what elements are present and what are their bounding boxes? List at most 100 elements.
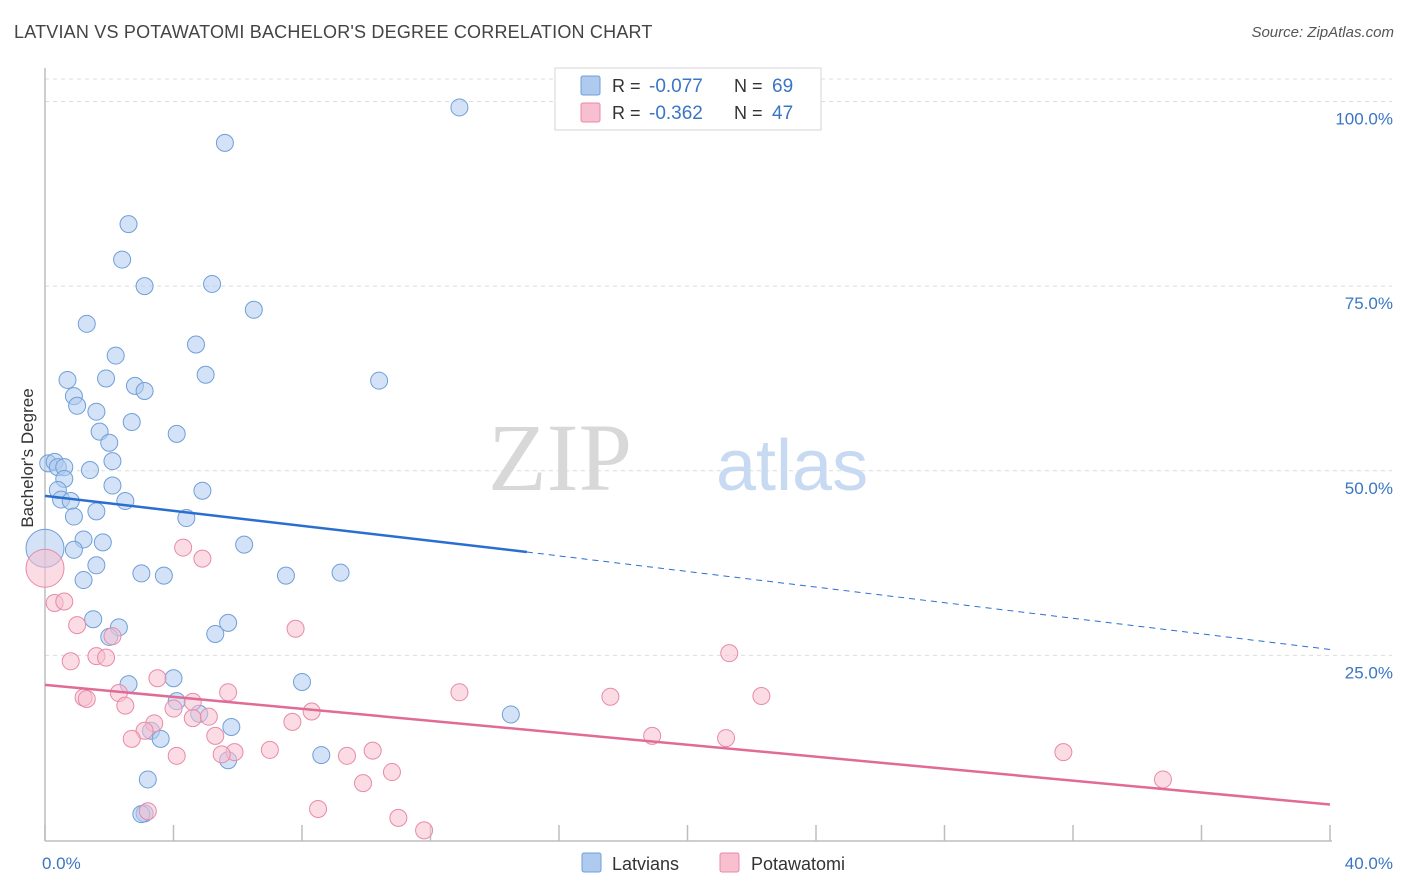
potawatomi-point-44 (138, 802, 157, 821)
legend-r-label-latvians: R = (612, 76, 641, 96)
potawatomi-point-41 (354, 774, 373, 793)
potawatomi-point-15 (601, 687, 620, 706)
potawatomi-point-46 (415, 821, 434, 840)
latvians-point-55 (293, 672, 311, 691)
trend-line-potawatomi (44, 683, 1331, 806)
latvians-point-4 (135, 277, 154, 296)
latvians-point-49 (84, 610, 103, 629)
trend-line-latvians-extension (526, 551, 1331, 650)
latvians-point-54 (164, 669, 183, 688)
potawatomi-point-39 (1054, 743, 1073, 762)
potawatomi-point-20 (183, 692, 202, 711)
potawatomi-point-33 (260, 740, 279, 759)
latvians-point-45 (154, 566, 173, 585)
potawatomi-point-42 (1153, 770, 1172, 789)
legend-box: R = -0.077 N = 69 R = -0.362 N = 47 (554, 67, 822, 131)
latvians-point-22 (100, 433, 119, 452)
potawatomi-point-4 (55, 592, 74, 611)
potawatomi-point-25 (199, 707, 218, 726)
latvians-point-37 (64, 507, 83, 526)
potawatomi-point-0 (25, 548, 65, 588)
series-latvians-points (25, 98, 520, 824)
latvians-point-46 (276, 566, 295, 585)
latvians-point-17 (68, 396, 87, 415)
latvians-point-63 (312, 746, 331, 765)
potawatomi-point-32 (122, 729, 141, 748)
potawatomi-point-5 (68, 616, 87, 635)
x-tick-label-max: 40.0% (1345, 854, 1393, 873)
potawatomi-point-22 (164, 699, 183, 718)
potawatomi-point-40 (382, 763, 401, 782)
potawatomi-point-14 (450, 683, 469, 702)
watermark-zip: ZIP (488, 404, 632, 511)
legend-r-value-latvians: -0.077 (649, 76, 703, 97)
series-potawatomi-points (25, 538, 1172, 840)
grid-layer (45, 78, 1392, 656)
latvians-point-6 (244, 300, 263, 319)
potawatomi-point-26 (283, 712, 302, 731)
latvians-point-18 (87, 402, 106, 421)
potawatomi-point-21 (116, 696, 135, 715)
chart-title: LATVIAN VS POTAWATOMI BACHELOR'S DEGREE … (14, 22, 653, 42)
latvians-point-7 (77, 314, 96, 333)
y-tick-label-50: 50.0% (1345, 479, 1393, 498)
trend-line-latvians (44, 494, 528, 554)
potawatomi-point-31 (717, 729, 736, 748)
latvians-point-2 (119, 215, 138, 234)
trend-layer (44, 494, 1331, 806)
bottom-legend-label-latvians: Latvians (612, 854, 679, 874)
potawatomi-point-7 (103, 627, 122, 646)
y-axis-label: Bachelor's Degree (18, 388, 37, 527)
latvians-point-30 (103, 476, 122, 495)
latvians-point-40 (93, 533, 112, 552)
potawatomi-point-24 (183, 709, 202, 728)
axis-layer: 25.0% 50.0% 75.0% 100.0% (44, 68, 1393, 842)
potawatomi-point-11 (720, 644, 739, 663)
latvians-point-41 (235, 535, 254, 554)
latvians-point-0 (450, 98, 469, 117)
y-tick-label-100: 100.0% (1335, 110, 1393, 129)
potawatomi-point-35 (363, 741, 382, 760)
latvians-point-50 (219, 613, 238, 632)
legend-swatch-potawatomi (580, 102, 601, 123)
watermark-atlas: atlas (716, 426, 868, 506)
bottom-legend-label-potawatomi: Potawatomi (751, 854, 845, 874)
potawatomi-point-1 (174, 538, 193, 557)
latvians-point-42 (64, 540, 83, 559)
legend-n-label-latvians: N = (734, 76, 763, 96)
latvians-point-36 (87, 502, 106, 521)
latvians-point-13 (370, 371, 389, 390)
latvians-point-12 (196, 365, 215, 384)
bottom-legend-swatch-latvians (581, 852, 602, 873)
latvians-point-9 (106, 346, 125, 365)
y-tick-label-75: 75.0% (1345, 294, 1393, 313)
bottom-legend-swatch-potawatomi (719, 852, 740, 873)
legend-n-value-latvians: 69 (772, 76, 793, 97)
latvians-point-1 (215, 133, 234, 152)
potawatomi-point-38 (337, 746, 356, 765)
watermark: ZIP atlas (488, 404, 868, 511)
latvians-point-25 (103, 452, 122, 471)
legend-n-value-potawatomi: 47 (772, 103, 793, 124)
latvians-point-48 (74, 571, 93, 590)
latvians-point-53 (206, 624, 225, 643)
latvians-point-32 (193, 481, 212, 500)
potawatomi-point-6 (286, 619, 305, 638)
latvians-point-21 (167, 424, 186, 443)
legend-r-label-potawatomi: R = (612, 103, 641, 123)
latvians-point-43 (87, 556, 106, 575)
latvians-point-44 (132, 564, 151, 583)
potawatomi-point-43 (309, 799, 328, 818)
latvians-point-10 (58, 370, 77, 389)
potawatomi-point-45 (389, 808, 408, 827)
latvians-point-11 (97, 369, 116, 388)
potawatomi-point-2 (193, 549, 212, 568)
latvians-point-59 (501, 705, 520, 724)
potawatomi-point-13 (219, 683, 238, 702)
latvians-point-3 (113, 250, 132, 269)
latvians-point-19 (122, 413, 141, 432)
bottom-legend: Latvians Potawatomi (581, 852, 845, 874)
legend-swatch-latvians (580, 75, 601, 96)
